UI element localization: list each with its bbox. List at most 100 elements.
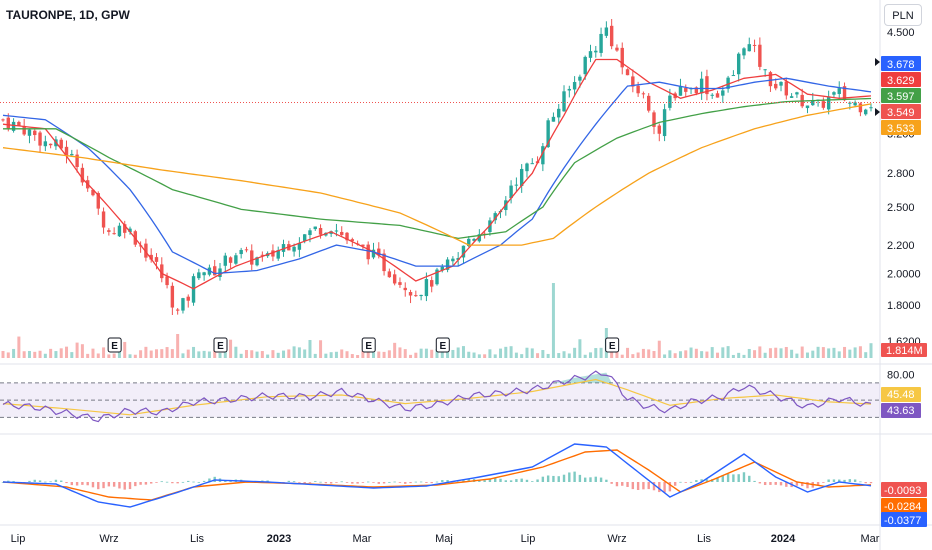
candle-body — [774, 83, 778, 89]
candle-body — [578, 76, 582, 81]
candle-body — [583, 56, 587, 75]
macd-histogram-bar — [552, 475, 555, 482]
earnings-marker[interactable] — [107, 337, 122, 353]
macd-histogram-bar — [509, 480, 513, 482]
macd-histogram-bar — [382, 482, 386, 484]
volume-bar — [626, 347, 630, 358]
macd-histogram-bar — [86, 482, 89, 486]
macd-histogram-bar — [594, 476, 597, 482]
volume-bar — [128, 354, 132, 358]
macd-histogram-bar — [525, 479, 529, 482]
candle-body — [636, 85, 640, 94]
volume-bar — [705, 351, 709, 358]
symbol-title: TAURONPE, 1D, GPW — [6, 8, 130, 22]
volume-bar — [726, 346, 730, 358]
macd-histogram-bar — [689, 481, 693, 483]
macd-histogram-bar — [335, 482, 338, 483]
macd-histogram-bar — [144, 482, 148, 485]
currency-button[interactable]: PLN — [884, 4, 922, 26]
volume-bar — [536, 353, 540, 358]
volume-bar — [207, 351, 211, 358]
volume-bar — [123, 341, 127, 358]
volume-bar — [562, 351, 566, 358]
macd-histogram-bar — [75, 482, 79, 486]
candle-body — [652, 112, 656, 127]
candle-body — [705, 76, 709, 95]
macd-histogram-bar — [197, 481, 201, 483]
candle-body — [858, 103, 863, 113]
candle-body — [747, 44, 751, 52]
candle-body — [594, 50, 598, 53]
macd-histogram-bar — [568, 472, 571, 482]
volume-bar — [154, 349, 158, 358]
macd-histogram-bar — [467, 478, 470, 482]
candle-body — [260, 254, 265, 256]
macd-histogram-bar — [573, 471, 576, 482]
volume-tag — [881, 343, 927, 357]
candle-body — [768, 72, 773, 87]
macd-histogram-bar — [176, 482, 179, 484]
macd-histogram-bar — [298, 482, 301, 483]
volume-bar — [472, 352, 476, 358]
volume-bar — [54, 351, 58, 358]
volume-bar — [758, 346, 762, 358]
macd-histogram-bar — [123, 482, 126, 490]
volume-bar — [59, 348, 63, 358]
macd-histogram-bar — [848, 479, 852, 482]
macd-histogram-bar — [70, 482, 74, 486]
candle-body — [567, 88, 572, 91]
macd-histogram-bar — [419, 481, 423, 483]
volume-bar — [223, 347, 227, 358]
earnings-marker-label: E — [439, 341, 446, 352]
volume-bar — [641, 348, 645, 358]
volume-bar — [43, 353, 47, 358]
macd-histogram-bar — [832, 479, 836, 482]
macd-histogram-bar — [504, 480, 508, 482]
macd-histogram-bar — [605, 479, 608, 482]
volume-bar — [144, 346, 148, 358]
macd-histogram-bar — [409, 482, 412, 484]
macd-histogram-bar — [557, 476, 560, 482]
volume-bar — [858, 346, 862, 358]
macd-histogram-bar — [816, 482, 820, 486]
macd-histogram-bar — [303, 482, 306, 484]
macd-histogram-bar — [308, 482, 312, 483]
candle-body — [541, 146, 545, 165]
macd-histogram-bar — [753, 480, 756, 482]
macd-histogram-bar — [44, 481, 47, 483]
candle-body — [562, 91, 566, 112]
candle-body — [435, 269, 439, 285]
candle-body — [96, 193, 100, 209]
candle-body — [33, 130, 37, 136]
volume-bar — [186, 349, 190, 358]
volume-bar — [1, 351, 5, 358]
volume-bar — [668, 350, 672, 358]
earnings-marker[interactable] — [435, 337, 450, 353]
earnings-marker[interactable] — [605, 337, 620, 353]
volume-bar — [419, 348, 423, 358]
volume-bar — [403, 349, 407, 358]
volume-bar — [117, 350, 121, 358]
candle-body — [848, 102, 852, 104]
volume-bar — [599, 347, 603, 358]
macd-value-label: -0.0093 — [884, 485, 921, 497]
candle-body — [604, 27, 609, 36]
candle-body — [779, 81, 783, 86]
earnings-marker[interactable] — [361, 337, 376, 353]
volume-bar — [467, 351, 471, 358]
candle-body — [530, 163, 534, 165]
candle-body — [334, 230, 339, 232]
macd-histogram-bar — [621, 482, 624, 486]
macd-histogram-bar — [171, 482, 174, 484]
volume-bar — [805, 352, 809, 358]
candle-body — [509, 185, 513, 199]
candle-body — [117, 225, 122, 237]
volume-bar — [350, 354, 354, 358]
earnings-marker[interactable] — [213, 337, 228, 353]
candle-body — [329, 231, 333, 234]
macd-histogram-bar — [658, 482, 661, 493]
macd-histogram-bar — [695, 480, 698, 482]
macd-histogram-bar — [774, 482, 777, 485]
candle-body — [186, 296, 190, 301]
volume-bar — [149, 350, 153, 358]
